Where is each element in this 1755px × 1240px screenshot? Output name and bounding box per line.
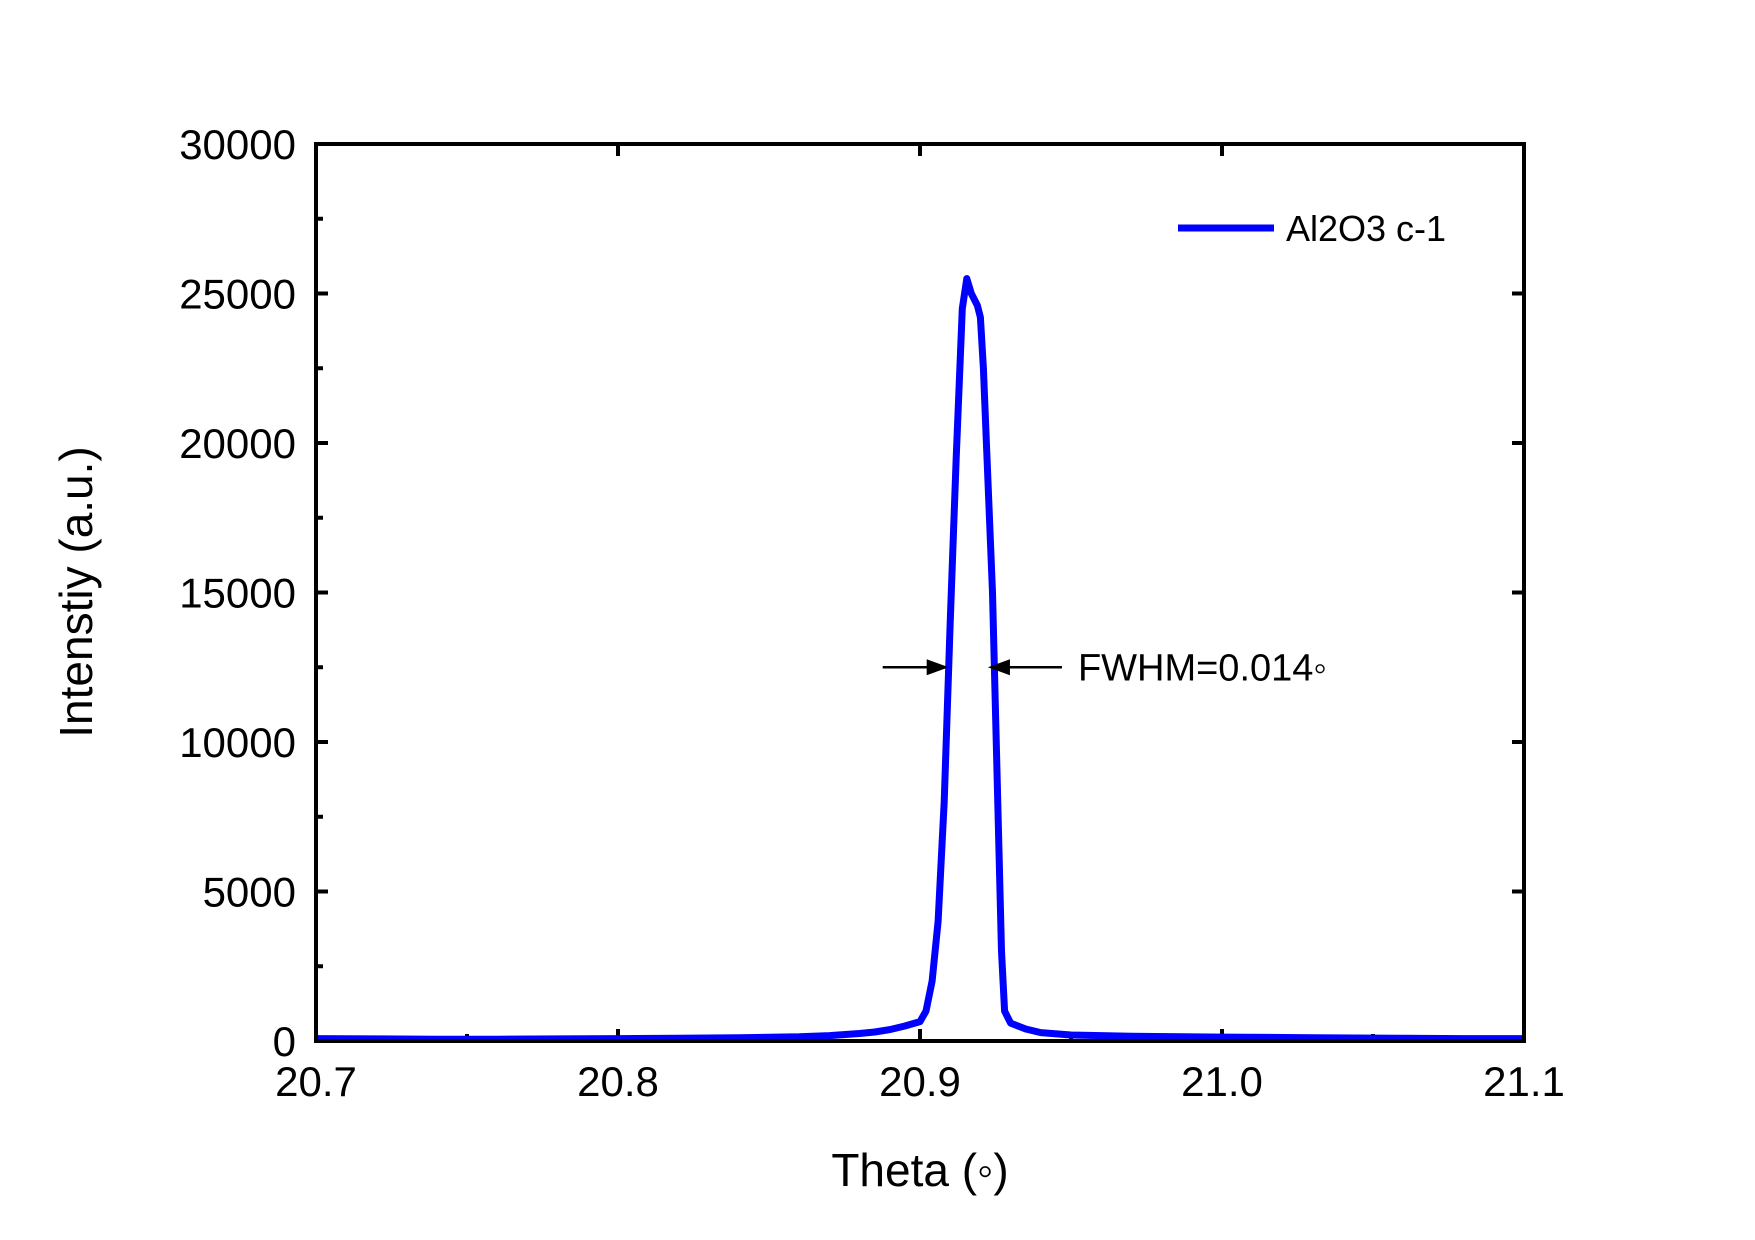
x-tick-label: 21.1: [1483, 1058, 1565, 1105]
y-tick-label: 30000: [179, 121, 296, 168]
fwhm-arrow-left-head: [926, 659, 949, 676]
fwhm-arrow-right-head: [987, 659, 1010, 676]
series-line: [316, 275, 1524, 1041]
y-tick-label: 5000: [203, 869, 296, 916]
y-axis-ticks: 0 5000 10000 15000 20000 25000 30000: [179, 121, 1524, 1065]
y-tick-label: 0: [273, 1018, 296, 1065]
fwhm-annotation: FWHM=0.014◦: [1078, 647, 1327, 689]
y-tick-label: 25000: [179, 271, 296, 318]
plot-frame: [314, 142, 1526, 1043]
legend-label: Al2O3 c-1: [1286, 208, 1446, 249]
legend: Al2O3 c-1: [1178, 208, 1446, 249]
y-axis-title: Intenstiy (a.u.): [50, 446, 102, 737]
x-axis-ticks: 20.7 20.8 20.9 21.0 21.1: [275, 144, 1565, 1105]
x-axis-title: Theta (◦): [831, 1144, 1008, 1196]
series-layer: [316, 275, 1524, 1041]
y-tick-label: 10000: [179, 719, 296, 766]
x-tick-label: 20.9: [879, 1058, 961, 1105]
y-tick-label: 15000: [179, 570, 296, 617]
annotation-layer: FWHM=0.014◦: [882, 647, 1327, 689]
x-tick-label: 20.8: [577, 1058, 659, 1105]
x-tick-label: 20.7: [275, 1058, 357, 1105]
y-tick-label: 20000: [179, 420, 296, 467]
x-tick-label: 21.0: [1181, 1058, 1263, 1105]
